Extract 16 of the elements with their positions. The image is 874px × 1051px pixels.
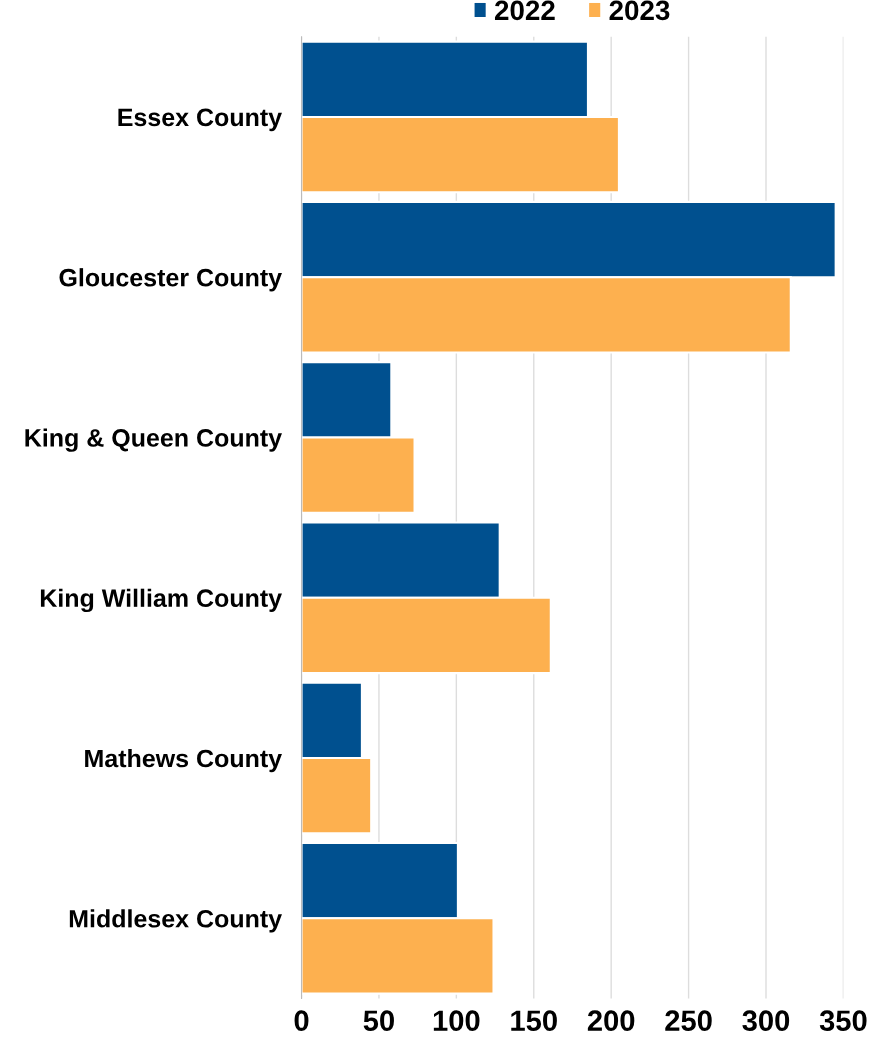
x-tick-label: 350 bbox=[819, 1010, 867, 1032]
x-tick-label: 100 bbox=[433, 1010, 480, 1031]
x-tick-label: 300 bbox=[742, 1010, 790, 1032]
x-tick-label: 250 bbox=[665, 1010, 712, 1031]
x-tick-label: 0 bbox=[294, 1010, 309, 1031]
y-tick-label: Mathews County bbox=[85, 748, 282, 773]
y-tick-label: Gloucester County bbox=[59, 268, 282, 292]
x-tick-label: 150 bbox=[511, 1010, 557, 1031]
legend-label: 2023 bbox=[609, 0, 670, 21]
y-tick-label: King & Queen County bbox=[25, 428, 282, 452]
y-tick-label: Essex County bbox=[118, 108, 282, 132]
x-tick-label: 50 bbox=[363, 1010, 394, 1031]
x-tick-label: 200 bbox=[587, 1010, 635, 1031]
legend-label: 2022 bbox=[494, 0, 555, 21]
y-tick-label: Middlesex County bbox=[69, 909, 282, 933]
y-tick-label: King William County bbox=[40, 588, 282, 613]
